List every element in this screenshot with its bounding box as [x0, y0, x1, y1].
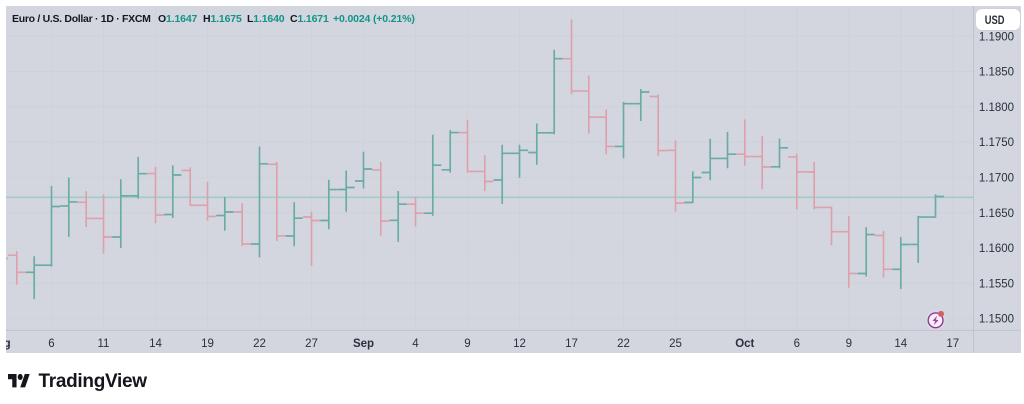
svg-text:14: 14 [149, 338, 162, 350]
svg-text:6: 6 [794, 338, 800, 350]
svg-text:Oct: Oct [735, 338, 754, 350]
svg-text:Aug: Aug [0, 338, 11, 350]
svg-text:11: 11 [98, 338, 110, 350]
svg-text:1.1750: 1.1750 [979, 137, 1014, 149]
svg-text:1.1600: 1.1600 [979, 243, 1014, 255]
svg-text:9: 9 [464, 338, 470, 350]
svg-text:1.1650: 1.1650 [979, 208, 1014, 220]
svg-text:14: 14 [894, 338, 907, 350]
svg-text:25: 25 [669, 338, 682, 350]
svg-text:27: 27 [305, 338, 318, 350]
svg-text:9: 9 [846, 338, 852, 350]
svg-text:17: 17 [565, 338, 578, 350]
svg-text:1.1850: 1.1850 [979, 67, 1014, 79]
svg-text:19: 19 [201, 338, 214, 350]
svg-text:22: 22 [253, 338, 266, 350]
svg-text:22: 22 [617, 338, 630, 350]
svg-text:12: 12 [513, 338, 526, 350]
svg-text:6: 6 [48, 338, 54, 350]
svg-text:1.1550: 1.1550 [979, 278, 1014, 290]
svg-text:1.1700: 1.1700 [979, 173, 1014, 185]
svg-text:1.1500: 1.1500 [979, 314, 1014, 326]
svg-text:1.1800: 1.1800 [979, 102, 1014, 114]
svg-text:Sep: Sep [353, 338, 374, 350]
svg-text:17: 17 [946, 338, 959, 350]
svg-text:1.1900: 1.1900 [979, 31, 1014, 43]
svg-text:4: 4 [412, 338, 419, 350]
